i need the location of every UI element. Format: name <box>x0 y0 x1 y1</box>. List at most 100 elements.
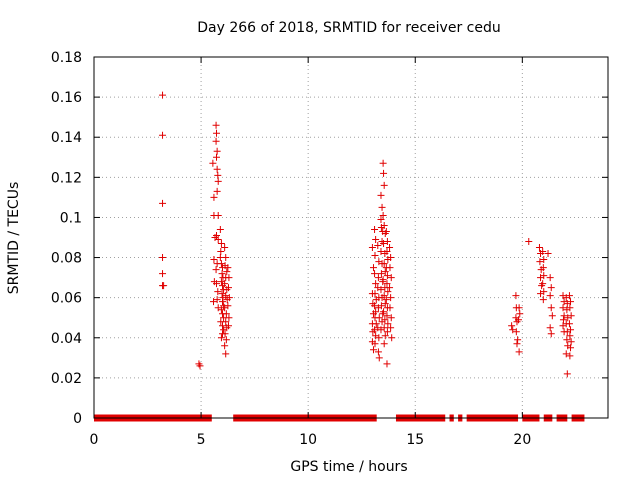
data-point <box>222 254 230 262</box>
data-point <box>382 296 390 304</box>
data-point <box>384 320 392 328</box>
data-point <box>540 288 548 296</box>
data-point <box>380 240 388 248</box>
data-point <box>159 91 167 99</box>
x-tick-label: 15 <box>406 432 424 448</box>
data-point <box>387 324 395 332</box>
data-point <box>377 191 385 199</box>
data-point <box>379 211 387 219</box>
data-point <box>214 177 222 185</box>
data-point <box>525 238 533 246</box>
data-point <box>225 274 233 282</box>
data-point <box>221 280 229 288</box>
data-point <box>379 159 387 167</box>
y-tick-label: 0.08 <box>51 251 82 267</box>
data-point <box>213 153 221 161</box>
data-point <box>368 244 376 252</box>
data-point <box>210 193 218 201</box>
data-point <box>560 312 568 320</box>
x-tick-label: 5 <box>197 432 206 448</box>
data-point <box>216 225 224 233</box>
data-point <box>210 256 218 264</box>
plot-frame <box>93 56 609 419</box>
data-point <box>514 316 522 324</box>
data-point <box>377 286 385 294</box>
data-point <box>515 304 523 312</box>
data-point <box>159 131 167 139</box>
data-point <box>509 326 517 334</box>
data-point <box>214 288 222 296</box>
data-point <box>214 211 222 219</box>
data-point <box>213 129 221 137</box>
data-point <box>225 294 233 302</box>
data-point <box>387 254 395 262</box>
data-point <box>513 340 521 348</box>
data-point <box>371 290 379 298</box>
y-tick-label: 0.14 <box>51 130 82 146</box>
y-axis-label: SRMTID / TECUs <box>6 182 22 295</box>
data-point <box>217 334 225 342</box>
data-point <box>380 221 388 229</box>
data-point <box>374 348 382 356</box>
data-point <box>546 292 554 300</box>
data-point <box>567 344 575 352</box>
data-point <box>378 203 386 211</box>
data-point <box>212 137 220 145</box>
data-point <box>516 310 524 318</box>
data-point <box>372 236 380 244</box>
data-point <box>380 292 388 300</box>
data-point <box>375 334 383 342</box>
data-point <box>213 231 221 239</box>
data-point <box>562 350 570 358</box>
data-point <box>563 370 571 378</box>
data-point <box>212 266 220 274</box>
data-point <box>567 298 575 306</box>
data-point <box>375 314 383 322</box>
data-point <box>210 298 218 306</box>
data-point <box>539 248 547 256</box>
data-point <box>566 352 574 360</box>
data-point <box>381 300 389 308</box>
data-point <box>386 264 394 272</box>
data-point <box>224 302 232 310</box>
data-point <box>383 272 391 280</box>
data-point <box>384 288 392 296</box>
data-point <box>386 284 394 292</box>
data-point <box>377 270 385 278</box>
x-axis-label: GPS time / hours <box>290 459 407 475</box>
data-point <box>377 302 385 310</box>
data-point <box>219 322 226 330</box>
y-tick-label: 0.06 <box>51 291 82 307</box>
data-point <box>539 296 547 304</box>
x-tick-label: 0 <box>90 432 99 448</box>
data-point <box>383 312 391 320</box>
data-point <box>372 280 380 288</box>
y-tick-label: 0.18 <box>51 50 82 66</box>
data-point <box>214 236 222 244</box>
data-point <box>387 314 395 322</box>
grid-layer <box>94 57 608 418</box>
data-point <box>380 181 388 189</box>
data-point <box>379 276 387 284</box>
data-point <box>544 250 552 258</box>
data-point <box>547 330 555 338</box>
data-point <box>372 308 380 316</box>
data-point <box>377 248 385 256</box>
data-point <box>548 312 556 320</box>
data-point <box>387 294 395 302</box>
y-tick-label: 0.02 <box>51 371 82 387</box>
data-point <box>213 280 221 288</box>
data-point <box>381 332 389 340</box>
data-point <box>222 318 230 326</box>
data-point <box>563 336 571 344</box>
data-point <box>567 326 575 334</box>
y-tick-label: 0.04 <box>51 331 82 347</box>
data-point <box>515 348 523 356</box>
data-point <box>547 304 555 312</box>
y-tick-labels: 0 0.02 0.04 0.06 0.08 0.1 0.12 0.14 0.16 0.18 <box>51 50 82 427</box>
data-point <box>380 324 388 332</box>
data-point <box>381 316 389 324</box>
data-point <box>221 342 229 350</box>
data-point <box>213 187 221 195</box>
data-point <box>212 121 220 129</box>
